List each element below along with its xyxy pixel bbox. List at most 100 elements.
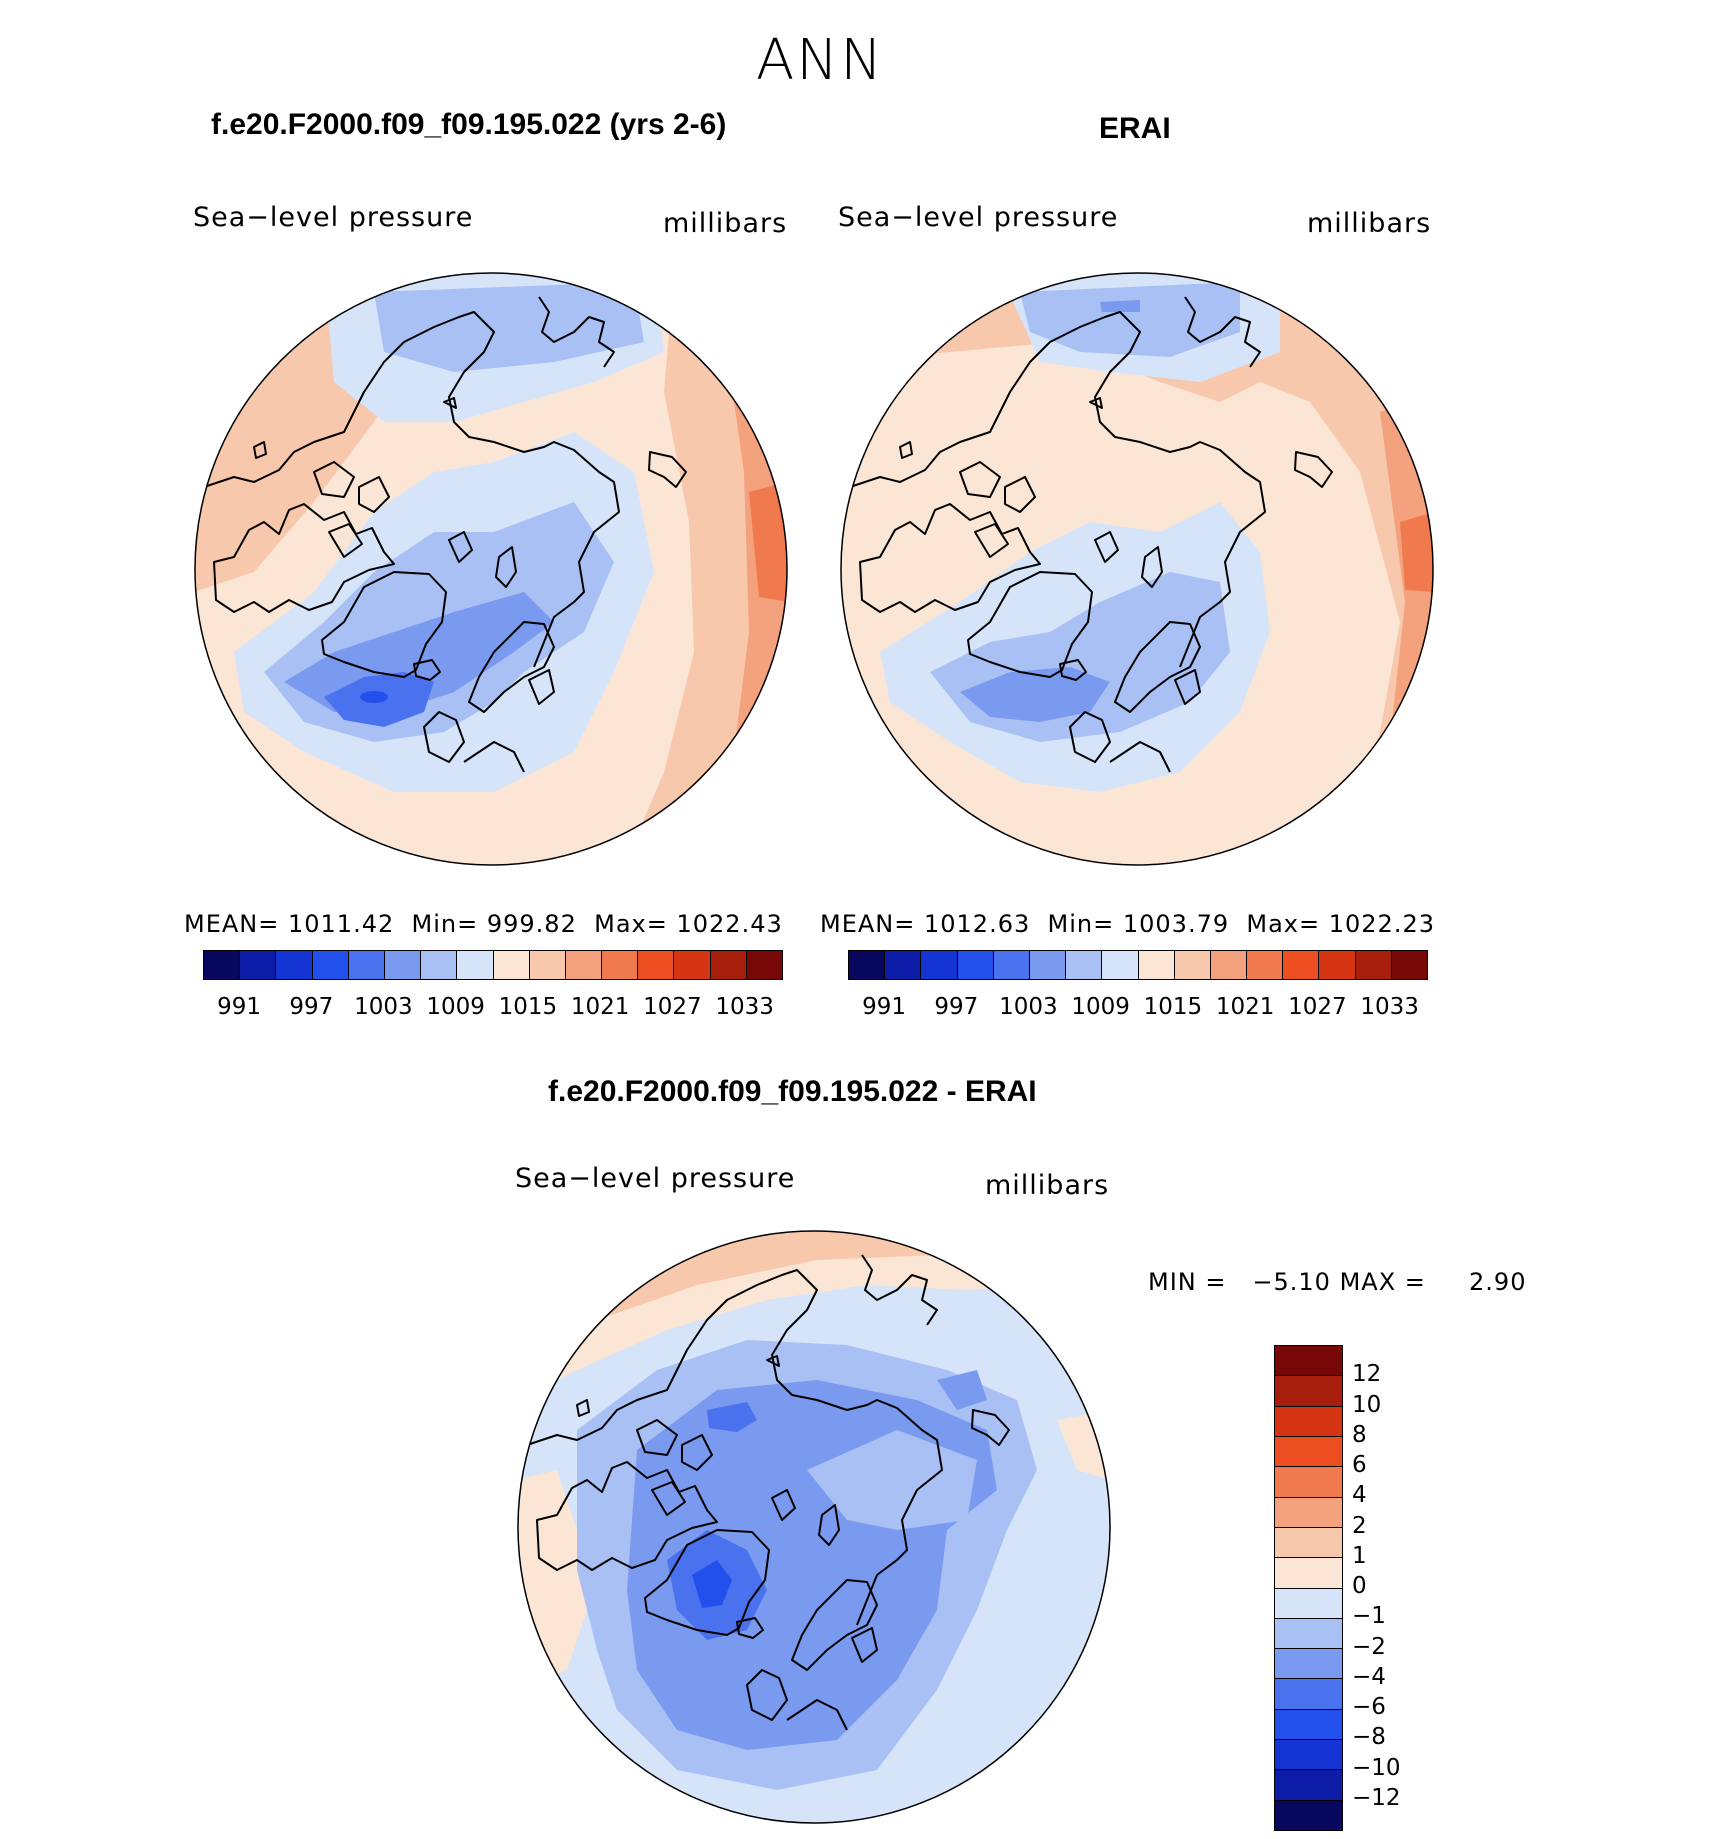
colorbar-swatch [1275, 1679, 1342, 1710]
obs-min-label: Min= [1047, 910, 1115, 938]
colorbar-swatch [204, 951, 241, 979]
colorbar-tick-label: 991 [217, 994, 262, 1020]
colorbar-swatch [710, 951, 747, 979]
colorbar-tick-label: 1027 [643, 994, 702, 1020]
diff-polar-map [517, 1230, 1111, 1824]
diff-panel-title: f.e20.F2000.f09_f09.195.022 - ERAI [548, 1075, 1037, 1108]
obs-max-value: 1022.23 [1328, 910, 1435, 938]
colorbar-swatch [312, 951, 349, 979]
colorbar-swatch [348, 951, 385, 979]
colorbar-tick-label: 4 [1352, 1482, 1367, 1509]
model-panel-title: f.e20.F2000.f09_f09.195.022 (yrs 2-6) [211, 108, 727, 141]
colorbar-tick-label: −6 [1352, 1694, 1386, 1720]
colorbar-swatch [957, 951, 994, 979]
colorbar-swatch [1029, 951, 1067, 979]
colorbar-swatch [1319, 951, 1356, 979]
colorbar-tick-label: 1009 [426, 994, 485, 1020]
colorbar-tick-label: −4 [1352, 1663, 1386, 1690]
obs-panel-title: ERAI [1099, 112, 1171, 145]
colorbar-tick-label: 1 [1352, 1542, 1367, 1569]
colorbar-tick-label: 1027 [1288, 994, 1347, 1020]
colorbar-tick-label: −2 [1352, 1633, 1386, 1660]
diff-max-value: 2.90 [1469, 1268, 1527, 1296]
obs-mean-value: 1012.63 [924, 910, 1031, 938]
colorbar-tick-label: −10 [1352, 1754, 1401, 1781]
diff-max-label: MAX = [1339, 1268, 1426, 1296]
colorbar-swatch [746, 951, 782, 979]
colorbar-swatch [240, 951, 277, 979]
obs-mean-label: MEAN= [820, 910, 916, 938]
colorbar-swatch [1391, 951, 1427, 979]
colorbar-swatch [421, 951, 458, 979]
colorbar-swatch [1275, 1346, 1342, 1377]
colorbar-swatch [849, 951, 886, 979]
model-units-label: millibars [663, 208, 788, 239]
colorbar-tick-label: 1033 [1360, 994, 1419, 1020]
colorbar-tick-label: −1 [1352, 1603, 1386, 1630]
colorbar-swatch [565, 951, 603, 979]
colorbar-tick-label: −8 [1352, 1724, 1386, 1751]
model-max-value: 1022.43 [676, 910, 783, 938]
colorbar-swatch [1275, 1770, 1342, 1801]
model-mean-value: 1011.42 [288, 910, 395, 938]
colorbar-swatch [602, 951, 639, 979]
colorbar-tick-label: 1003 [354, 994, 413, 1020]
diff-min-label: MIN = [1148, 1268, 1227, 1296]
colorbar-tick-label: 6 [1352, 1452, 1367, 1478]
colorbar-swatch [1138, 951, 1175, 979]
colorbar-swatch [457, 951, 494, 979]
colorbar-swatch [1275, 1618, 1342, 1650]
colorbar-swatch [885, 951, 922, 979]
colorbar-tick-label: 1003 [999, 994, 1058, 1020]
colorbar-swatch [1275, 1467, 1342, 1498]
obs-polar-map [840, 272, 1434, 866]
colorbar-swatch [1275, 1527, 1342, 1559]
colorbar-swatch [1355, 951, 1392, 979]
colorbar-tick-label: 997 [289, 994, 334, 1020]
model-min-label: Min= [411, 910, 479, 938]
colorbar-swatch [1247, 951, 1284, 979]
colorbar-tick-label: −12 [1352, 1784, 1401, 1811]
colorbar-tick-label: 1021 [1215, 994, 1275, 1020]
model-colorbar [203, 950, 783, 980]
colorbar-tick-label: 1015 [1143, 994, 1203, 1020]
model-mean-label: MEAN= [184, 910, 280, 938]
colorbar-swatch [1275, 1376, 1342, 1407]
colorbar-swatch [493, 951, 530, 979]
colorbar-swatch [993, 951, 1030, 979]
diff-colorbar [1274, 1345, 1343, 1831]
colorbar-swatch [1210, 951, 1248, 979]
model-max-label: Max= [594, 910, 668, 938]
obs-min-value: 1003.79 [1122, 910, 1230, 938]
model-min-value: 999.82 [486, 910, 577, 938]
diff-min-value: −5.10 [1252, 1268, 1331, 1296]
colorbar-swatch [921, 951, 958, 979]
colorbar-tick-label: 1015 [498, 994, 558, 1020]
colorbar-tick-label: 0 [1352, 1573, 1367, 1599]
model-polar-map [194, 272, 788, 866]
colorbar-tick-label: 2 [1352, 1512, 1367, 1539]
colorbar-tick-label: 10 [1352, 1391, 1382, 1418]
colorbar-swatch [1275, 1588, 1342, 1619]
model-stats: MEAN= 1011.42 Min= 999.82 Max= 1022.43 [184, 910, 783, 938]
colorbar-tick-label: 997 [934, 994, 979, 1020]
colorbar-swatch [1102, 951, 1139, 979]
colorbar-swatch [1275, 1709, 1342, 1741]
colorbar-swatch [1066, 951, 1103, 979]
obs-variable-label: Sea−level pressure [838, 202, 1119, 233]
diff-units-label: millibars [985, 1170, 1110, 1201]
colorbar-tick-label: 1009 [1071, 994, 1130, 1020]
colorbar-tick-label: 12 [1352, 1361, 1382, 1388]
colorbar-swatch [638, 951, 675, 979]
colorbar-swatch [1275, 1800, 1342, 1830]
obs-colorbar [848, 950, 1428, 980]
colorbar-swatch [529, 951, 566, 979]
colorbar-swatch [1275, 1406, 1342, 1437]
colorbar-tick-label: 991 [862, 994, 907, 1020]
colorbar-swatch [1275, 1649, 1342, 1680]
colorbar-swatch [276, 951, 313, 979]
diff-stats: MIN = −5.10 MAX = 2.90 [1148, 1268, 1526, 1296]
colorbar-swatch [384, 951, 422, 979]
model-variable-label: Sea−level pressure [193, 202, 474, 233]
colorbar-swatch [1275, 1740, 1342, 1771]
